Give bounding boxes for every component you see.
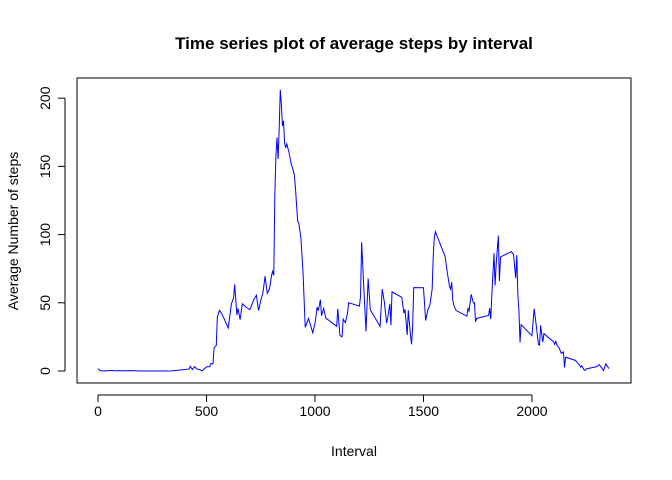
y-tick-label: 0 [37, 367, 53, 375]
x-tick-label: 500 [195, 403, 219, 419]
data-line [97, 89, 610, 372]
x-tick-label: 0 [94, 403, 102, 419]
y-tick-label: 100 [37, 223, 53, 247]
y-tick-label: 200 [37, 86, 53, 110]
x-axis: 0 500 1000 1500 2000 [94, 394, 548, 419]
x-tick-label: 1500 [408, 403, 439, 419]
chart-title: Time series plot of average steps by int… [175, 34, 533, 53]
x-axis-label: Interval [331, 443, 377, 459]
y-axis: 0 50 100 150 200 [37, 86, 66, 375]
y-tick-label: 50 [37, 295, 53, 311]
x-tick-label: 1000 [299, 403, 330, 419]
plot-frame [76, 77, 632, 384]
x-tick-label: 2000 [516, 403, 547, 419]
y-tick-label: 150 [37, 154, 53, 178]
y-axis-label: Average Number of steps [5, 152, 21, 311]
